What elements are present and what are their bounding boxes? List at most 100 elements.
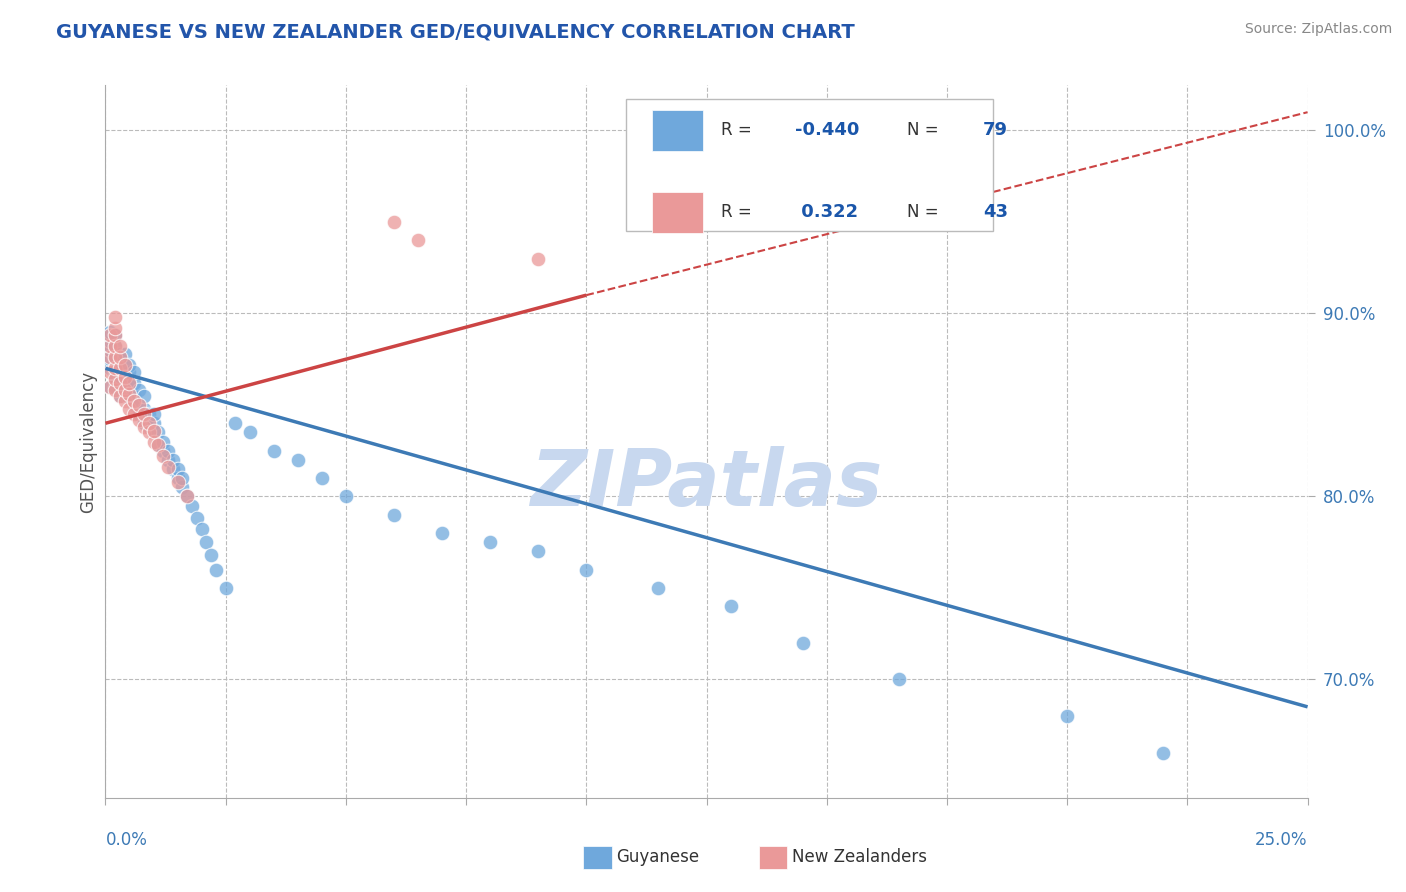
Point <box>239 425 262 440</box>
Point <box>98 379 121 393</box>
Point <box>382 215 405 229</box>
Point <box>166 475 188 489</box>
Point <box>108 376 131 390</box>
Point <box>104 339 127 353</box>
Point <box>98 379 121 393</box>
Point <box>148 438 170 452</box>
Point <box>138 425 160 440</box>
Point <box>792 636 814 650</box>
Text: 0.0%: 0.0% <box>105 831 148 849</box>
Point <box>104 339 127 353</box>
Text: -0.440: -0.440 <box>796 121 860 139</box>
Text: R =: R = <box>721 121 756 139</box>
Point <box>224 416 246 430</box>
Point <box>138 407 160 421</box>
Point <box>108 339 131 353</box>
Text: 79: 79 <box>983 121 1008 139</box>
Point <box>311 471 333 485</box>
Point <box>166 471 188 485</box>
Text: N =: N = <box>907 121 945 139</box>
Y-axis label: GED/Equivalency: GED/Equivalency <box>79 370 97 513</box>
Point <box>108 368 131 383</box>
Point <box>104 384 127 398</box>
Text: R =: R = <box>721 203 756 221</box>
Point <box>214 581 236 595</box>
FancyBboxPatch shape <box>652 110 703 151</box>
Point <box>152 434 174 449</box>
Point <box>575 563 598 577</box>
Point <box>181 499 204 513</box>
Point <box>108 376 131 390</box>
Point <box>190 522 212 536</box>
Point <box>287 453 309 467</box>
Point <box>114 379 136 393</box>
Text: 43: 43 <box>983 203 1008 221</box>
Point <box>162 453 184 467</box>
Point <box>98 328 121 343</box>
Point <box>108 389 131 403</box>
Text: New Zealanders: New Zealanders <box>792 848 927 866</box>
Point <box>1152 746 1174 760</box>
Point <box>128 398 150 412</box>
Point <box>124 398 146 412</box>
Point <box>1056 709 1078 723</box>
Point <box>132 416 155 430</box>
Point <box>98 343 121 357</box>
Point <box>128 412 150 426</box>
Point <box>479 535 502 549</box>
Point <box>200 548 222 562</box>
Point <box>142 434 165 449</box>
Point <box>527 544 550 558</box>
Point <box>720 599 742 614</box>
Point <box>128 407 150 421</box>
Point <box>138 420 160 434</box>
Point <box>124 389 146 403</box>
Point <box>406 233 429 247</box>
Point <box>114 358 136 372</box>
Text: 25.0%: 25.0% <box>1256 831 1308 849</box>
Point <box>104 328 127 343</box>
Point <box>148 425 170 440</box>
Point <box>128 384 150 398</box>
Text: Guyanese: Guyanese <box>616 848 699 866</box>
Point <box>382 508 405 522</box>
Point <box>132 407 155 421</box>
Point <box>430 526 453 541</box>
Point <box>114 384 136 398</box>
Point <box>195 535 218 549</box>
Point <box>114 384 136 398</box>
Text: 0.322: 0.322 <box>796 203 859 221</box>
Point <box>104 328 127 343</box>
Point <box>186 511 208 525</box>
Point <box>114 370 136 384</box>
Point <box>114 358 136 372</box>
Text: N =: N = <box>907 203 945 221</box>
Point <box>142 424 165 438</box>
Point <box>142 416 165 430</box>
Text: Source: ZipAtlas.com: Source: ZipAtlas.com <box>1244 22 1392 37</box>
Point <box>118 376 141 390</box>
Point <box>176 490 198 504</box>
Point <box>104 352 127 367</box>
Point <box>114 370 136 384</box>
Point <box>166 462 188 476</box>
Point <box>124 394 146 409</box>
Point <box>124 407 146 421</box>
Point <box>98 339 121 353</box>
Point <box>148 438 170 452</box>
Point <box>98 365 121 379</box>
Point <box>335 490 357 504</box>
Point <box>132 389 155 403</box>
FancyBboxPatch shape <box>652 192 703 233</box>
Point <box>172 471 194 485</box>
Point <box>98 325 121 339</box>
Point <box>104 361 127 376</box>
Point <box>108 351 131 365</box>
Point <box>108 361 131 376</box>
Point <box>156 460 179 475</box>
Point <box>152 449 174 463</box>
Point <box>98 334 121 348</box>
Point <box>132 401 155 416</box>
Point <box>142 407 165 421</box>
Text: ZIPatlas: ZIPatlas <box>530 446 883 523</box>
